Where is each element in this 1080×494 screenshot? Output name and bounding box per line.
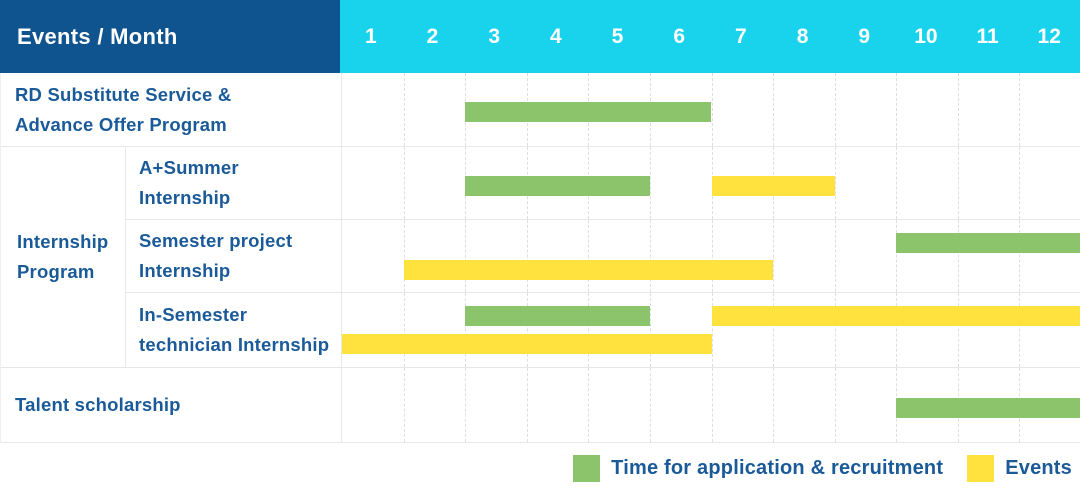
month-gridline [711, 220, 713, 292]
month-gridline [773, 220, 775, 292]
row-label-semester-project: Semester project Internship [125, 220, 341, 293]
month-label-10: 10 [914, 24, 938, 48]
application-bar [896, 232, 1080, 253]
month-gridline [834, 73, 836, 146]
month-gridline [403, 368, 405, 442]
month-gridline [403, 73, 405, 146]
row-label-talent-scholarship: Talent scholarship [1, 368, 341, 443]
legend-label-events: Events [1005, 457, 1072, 479]
events-bar [711, 306, 1080, 327]
month-label-7: 7 [735, 24, 747, 48]
month-gridline [711, 73, 713, 146]
chart-row-talent-scholarship [341, 368, 1080, 443]
month-gridline [465, 293, 467, 367]
events-bar [342, 333, 712, 354]
month-gridline [403, 147, 405, 219]
month-gridline [465, 368, 467, 442]
chart-row-rd-substitute [341, 73, 1080, 147]
month-gridline [834, 220, 836, 292]
month-label-2: 2 [426, 24, 439, 48]
month-gridline [588, 368, 590, 442]
chart-row-in-semester [341, 293, 1080, 368]
group-label-internship-program: Internship Program [1, 147, 125, 368]
month-header-row: 1 2 3 4 5 6 7 8 9 10 11 12 [340, 0, 1080, 73]
month-gridline [711, 293, 713, 367]
month-gridline [773, 293, 775, 367]
month-label-5: 5 [611, 24, 624, 48]
application-bar [896, 397, 1080, 418]
table-body: RD Substitute Service & Advance Offer Pr… [0, 73, 1080, 443]
month-label-11: 11 [976, 24, 999, 48]
legend-item-application: Time for application & recruitment [573, 455, 943, 482]
month-gridline [526, 368, 528, 442]
month-gridline [526, 220, 528, 292]
month-gridline [588, 293, 590, 367]
month-gridline [957, 220, 959, 292]
month-gridline [896, 73, 898, 146]
month-gridline [957, 147, 959, 219]
month-gridline [1019, 293, 1021, 367]
month-gridline [1019, 73, 1021, 146]
header-title: Events / Month [0, 0, 340, 73]
month-gridline [465, 220, 467, 292]
legend-item-events: Events [967, 455, 1072, 482]
month-label-8: 8 [796, 24, 809, 48]
month-gridline [588, 220, 590, 292]
month-gridline [1019, 220, 1021, 292]
legend: Time for application & recruitment Event… [0, 443, 1080, 494]
month-gridline [834, 368, 836, 442]
month-label-3: 3 [488, 24, 501, 48]
month-gridline [896, 293, 898, 367]
month-gridline [649, 293, 651, 367]
month-label-6: 6 [673, 24, 686, 48]
application-bar [465, 175, 650, 196]
month-gridline [403, 293, 405, 367]
month-gridline [957, 293, 959, 367]
month-gridline [773, 73, 775, 146]
events-bar [403, 259, 774, 280]
month-gridline [957, 73, 959, 146]
month-label-9: 9 [858, 24, 871, 48]
month-gridline [526, 293, 528, 367]
month-gridline [649, 220, 651, 292]
month-label-1: 1 [364, 24, 377, 48]
row-label-a-summer: A+Summer Internship [125, 147, 341, 220]
legend-label-application: Time for application & recruitment [611, 457, 944, 479]
month-gridline [834, 293, 836, 367]
events-color-swatch [967, 455, 995, 482]
month-gridline [896, 147, 898, 219]
chart-row-semester-project [341, 220, 1080, 293]
month-gridline [649, 147, 651, 219]
month-gridline [1019, 147, 1021, 219]
application-color-swatch [573, 455, 601, 482]
month-gridline [711, 368, 713, 442]
month-label-12: 12 [1037, 24, 1061, 48]
application-bar [465, 306, 650, 327]
month-label-4: 4 [550, 24, 562, 48]
month-gridline [773, 368, 775, 442]
row-label-in-semester: In-Semester technician Internship [125, 293, 341, 368]
month-gridline [834, 147, 836, 219]
month-gridline [649, 368, 651, 442]
chart-row-a-summer [341, 147, 1080, 220]
table-header: Events / Month 1 2 3 4 5 6 7 8 9 10 11 12 [0, 0, 1080, 73]
events-bar [711, 175, 835, 196]
month-gridline [403, 220, 405, 292]
application-bar [465, 102, 712, 123]
row-label-rd-substitute: RD Substitute Service & Advance Offer Pr… [1, 73, 341, 147]
month-gridline [896, 220, 898, 292]
